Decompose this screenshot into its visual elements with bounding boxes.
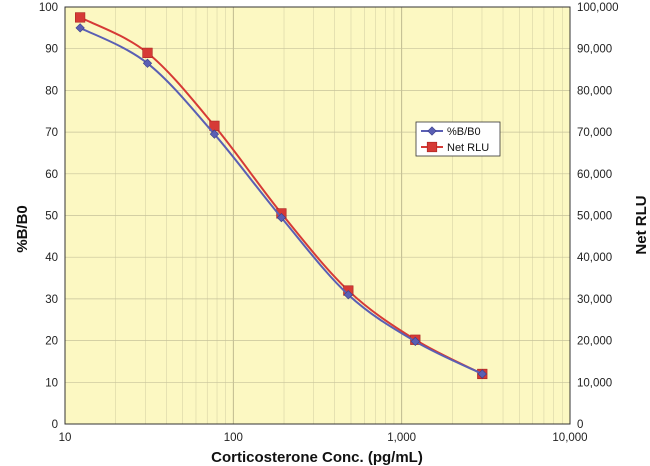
x-axis-title: Corticosterone Conc. (pg/mL) [211, 449, 423, 466]
plot-border [64, 6, 571, 425]
x-tick-label: 1,000 [387, 432, 416, 444]
y-tick-label: 70 [45, 127, 58, 139]
data-point [75, 23, 85, 33]
data-point [343, 290, 353, 300]
y2-tick-label: 40,000 [577, 252, 612, 264]
series-pct-b-b0 [75, 23, 487, 379]
y2-tick-label: 0 [577, 419, 583, 431]
y-axis-title: %B/B0 [14, 205, 31, 253]
data-point [410, 336, 420, 347]
y-tick-label: 100 [39, 2, 58, 14]
y-tick-label: 60 [45, 169, 58, 181]
y2-tick-label: 70,000 [577, 127, 612, 139]
legend-label: %B/B0 [447, 126, 481, 138]
y2-tick-label: 60,000 [577, 169, 612, 181]
x-tick-label: 10 [59, 432, 72, 444]
y-tick-label: 10 [45, 377, 58, 389]
y2-tick-label: 80,000 [577, 85, 612, 97]
y-tick-label: 80 [45, 85, 58, 97]
legend-item: Net RLU [421, 141, 489, 154]
series-layer [75, 12, 488, 380]
y2-tick-label: 100,000 [577, 2, 619, 14]
legend-marker [426, 141, 438, 153]
y-tick-label: 50 [45, 211, 58, 223]
tick-labels: 0102030405060708090100010,00020,00030,00… [39, 2, 619, 444]
data-point [209, 129, 220, 139]
y-tick-label: 20 [45, 336, 58, 348]
y2-axis-title: Net RLU [633, 195, 650, 254]
legend: %B/B0 Net RLU [415, 121, 501, 157]
data-point [75, 12, 86, 23]
y-tick-label: 90 [45, 44, 58, 56]
y2-tick-label: 30,000 [577, 294, 612, 306]
data-point [142, 58, 153, 68]
x-tick-label: 10,000 [552, 432, 587, 444]
y2-tick-label: 10,000 [577, 377, 612, 389]
data-point [477, 369, 487, 379]
x-tick-label: 100 [224, 432, 243, 444]
y2-tick-label: 20,000 [577, 336, 612, 348]
y2-tick-label: 90,000 [577, 44, 612, 56]
y-tick-label: 30 [45, 294, 58, 306]
y2-tick-label: 50,000 [577, 211, 612, 223]
legend-item: %B/B0 [421, 126, 481, 138]
legend-marker [427, 126, 437, 136]
data-point [276, 212, 287, 223]
data-point [142, 47, 153, 58]
y-tick-label: 0 [52, 419, 58, 431]
y-tick-label: 40 [45, 252, 58, 264]
legend-label: Net RLU [447, 142, 489, 154]
